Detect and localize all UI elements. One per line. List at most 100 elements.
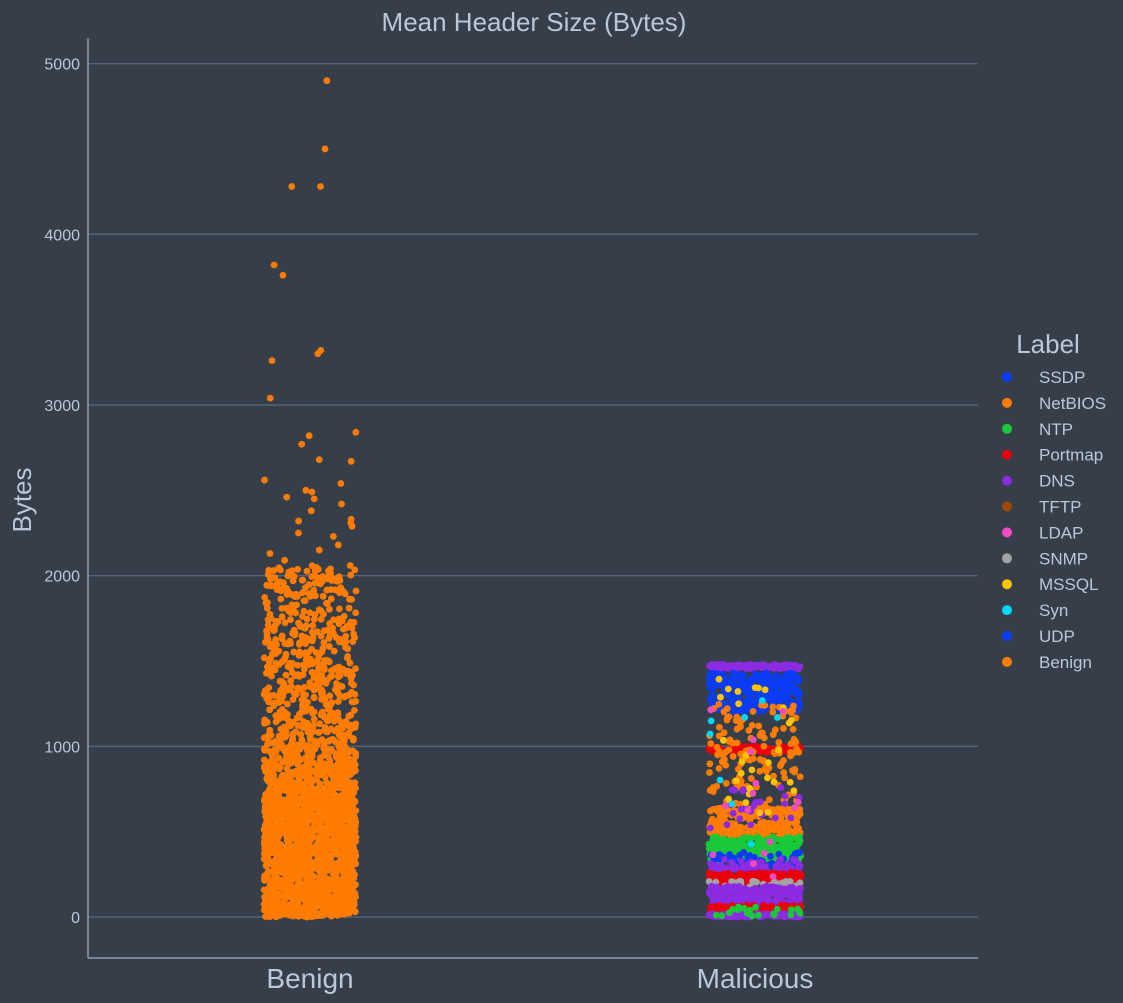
data-point xyxy=(706,807,714,815)
data-point xyxy=(760,707,768,715)
data-point xyxy=(715,700,723,708)
data-point xyxy=(287,677,295,685)
data-point xyxy=(338,617,346,625)
data-point xyxy=(310,798,317,806)
data-point xyxy=(301,597,309,604)
data-point xyxy=(324,807,332,815)
data-point xyxy=(281,896,289,904)
data-point xyxy=(726,871,734,879)
data-point xyxy=(742,688,750,696)
data-point xyxy=(277,595,285,603)
data-point xyxy=(318,898,326,906)
data-point xyxy=(792,738,800,746)
data-point xyxy=(321,145,329,153)
legend-marker xyxy=(1002,605,1012,616)
data-point xyxy=(283,850,291,858)
data-point xyxy=(315,729,322,736)
data-point xyxy=(262,797,269,805)
legend-entry-label: NetBIOS xyxy=(1039,394,1106,413)
legend-entry-label: TFTP xyxy=(1039,498,1082,517)
data-point xyxy=(298,440,306,448)
data-point xyxy=(794,849,802,857)
data-point xyxy=(266,903,274,911)
data-point xyxy=(721,855,728,863)
data-point xyxy=(337,682,344,690)
data-point xyxy=(265,828,273,835)
data-point xyxy=(266,610,274,618)
data-point xyxy=(321,766,329,774)
data-point xyxy=(749,872,757,880)
data-point xyxy=(329,909,337,917)
data-point xyxy=(293,803,301,811)
data-point xyxy=(295,517,302,525)
legend-entry-label: MSSQL xyxy=(1039,575,1099,594)
data-point xyxy=(350,765,358,772)
data-point xyxy=(775,739,783,746)
data-point xyxy=(285,801,293,809)
data-point xyxy=(301,830,309,838)
data-point xyxy=(318,827,326,835)
data-point xyxy=(335,605,343,613)
data-point xyxy=(305,432,313,440)
data-point xyxy=(295,529,302,537)
data-point xyxy=(285,869,293,877)
data-point xyxy=(332,634,340,641)
legend-marker xyxy=(1002,656,1012,667)
data-point xyxy=(352,609,360,617)
data-point xyxy=(715,764,723,772)
data-point xyxy=(349,882,357,890)
data-point xyxy=(335,838,343,845)
data-point xyxy=(735,903,742,911)
data-point xyxy=(344,823,352,831)
data-point xyxy=(281,619,289,627)
data-point xyxy=(719,751,727,759)
data-point xyxy=(300,789,308,797)
legend-marker xyxy=(1002,449,1012,460)
data-point xyxy=(721,874,729,882)
data-point xyxy=(715,804,722,812)
data-point xyxy=(314,818,321,826)
data-point xyxy=(773,682,781,689)
data-point xyxy=(309,622,317,629)
data-point xyxy=(743,834,751,842)
data-point xyxy=(786,878,794,885)
data-point xyxy=(267,654,275,662)
data-point xyxy=(786,884,794,892)
data-point xyxy=(777,760,785,768)
data-point xyxy=(750,812,757,820)
data-point xyxy=(318,889,326,896)
data-point xyxy=(737,769,745,777)
y-tick-label: 1000 xyxy=(44,739,80,756)
data-point xyxy=(707,706,715,714)
data-point xyxy=(279,771,287,779)
data-points xyxy=(260,77,805,921)
data-point xyxy=(764,671,772,679)
data-point xyxy=(792,672,799,680)
data-point xyxy=(737,677,745,685)
data-point xyxy=(790,684,797,692)
data-point xyxy=(757,729,765,737)
data-point xyxy=(351,566,359,574)
data-point xyxy=(263,630,271,638)
data-point xyxy=(788,749,796,757)
data-point xyxy=(289,730,296,738)
data-point xyxy=(281,556,289,564)
data-point xyxy=(280,828,288,836)
data-point xyxy=(770,778,778,786)
data-point xyxy=(320,817,327,824)
data-point xyxy=(335,672,342,680)
data-point xyxy=(756,767,764,775)
data-point xyxy=(292,755,300,763)
data-point xyxy=(728,800,736,808)
data-point xyxy=(733,725,741,733)
data-point xyxy=(725,909,733,917)
data-point xyxy=(288,751,295,759)
data-point xyxy=(272,820,280,828)
data-point xyxy=(731,786,739,794)
data-point xyxy=(347,457,355,465)
data-point xyxy=(261,476,268,484)
data-point xyxy=(319,592,327,600)
data-point xyxy=(322,839,330,847)
data-point xyxy=(344,645,352,653)
data-point xyxy=(280,689,288,696)
